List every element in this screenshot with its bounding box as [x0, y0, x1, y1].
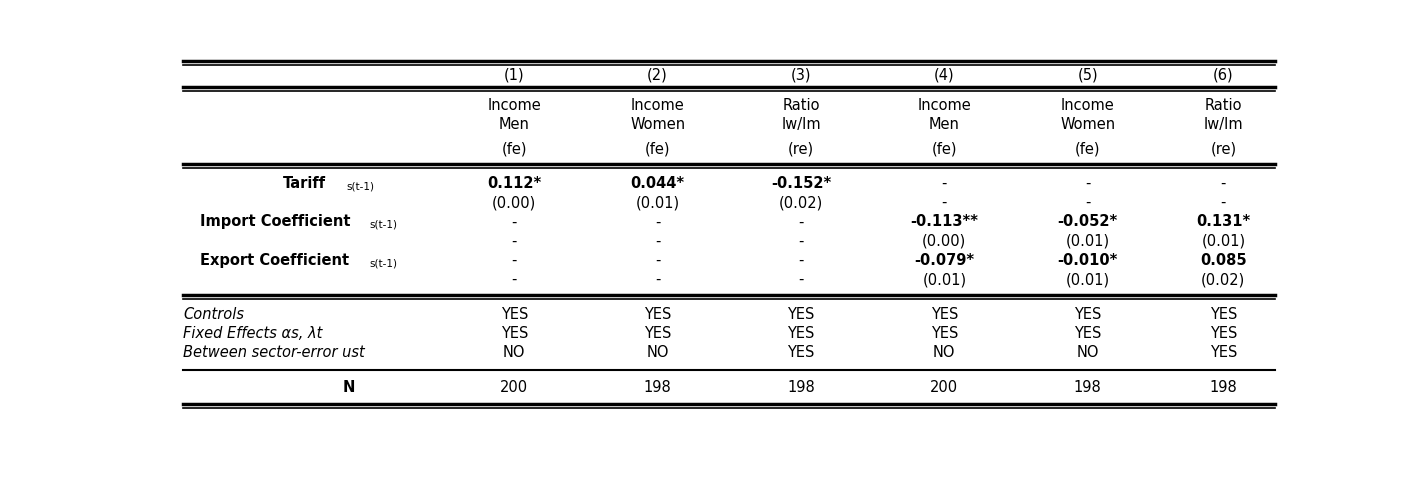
- Text: 0.112*: 0.112*: [487, 176, 541, 191]
- Text: -: -: [1221, 195, 1227, 210]
- Text: s(t-1): s(t-1): [370, 220, 398, 230]
- Text: Income: Income: [630, 98, 684, 113]
- Text: -: -: [798, 272, 804, 287]
- Text: -0.152*: -0.152*: [771, 176, 831, 191]
- Text: -: -: [798, 253, 804, 268]
- Text: (0.01): (0.01): [922, 272, 966, 287]
- Text: YES: YES: [787, 326, 814, 341]
- Text: Income: Income: [487, 98, 541, 113]
- Text: Income: Income: [918, 98, 972, 113]
- Text: (re): (re): [788, 142, 814, 156]
- Text: YES: YES: [931, 326, 958, 341]
- Text: Women: Women: [630, 117, 684, 132]
- Text: Ratio: Ratio: [783, 98, 820, 113]
- Text: -: -: [798, 234, 804, 249]
- Text: (2): (2): [647, 68, 667, 83]
- Text: (fe): (fe): [1074, 142, 1100, 156]
- Text: -: -: [942, 195, 948, 210]
- Text: (3): (3): [791, 68, 811, 83]
- Text: Controls: Controls: [184, 307, 245, 322]
- Text: -: -: [1084, 176, 1090, 191]
- Text: -: -: [1084, 195, 1090, 210]
- Text: Income: Income: [1060, 98, 1114, 113]
- Text: -: -: [511, 272, 517, 287]
- Text: Ratio: Ratio: [1205, 98, 1242, 113]
- Text: Tariff: Tariff: [283, 176, 326, 191]
- Text: Women: Women: [1060, 117, 1116, 132]
- Text: 198: 198: [643, 380, 672, 395]
- Text: -: -: [511, 214, 517, 229]
- Text: (1): (1): [504, 68, 525, 83]
- Text: 200: 200: [931, 380, 959, 395]
- Text: -0.052*: -0.052*: [1057, 214, 1118, 229]
- Text: YES: YES: [787, 345, 814, 360]
- Text: YES: YES: [1074, 307, 1101, 322]
- Text: 198: 198: [1074, 380, 1101, 395]
- Text: Iw/Im: Iw/Im: [781, 117, 821, 132]
- Text: (5): (5): [1077, 68, 1099, 83]
- Text: Between sector-error ust: Between sector-error ust: [184, 345, 366, 360]
- Text: -: -: [798, 214, 804, 229]
- Text: -: -: [655, 272, 660, 287]
- Text: YES: YES: [1074, 326, 1101, 341]
- Text: 0.085: 0.085: [1200, 253, 1247, 268]
- Text: 198: 198: [1210, 380, 1237, 395]
- Text: YES: YES: [787, 307, 814, 322]
- Text: NO: NO: [933, 345, 956, 360]
- Text: YES: YES: [931, 307, 958, 322]
- Text: (4): (4): [933, 68, 955, 83]
- Text: Iw/Im: Iw/Im: [1204, 117, 1244, 132]
- Text: s(t-1): s(t-1): [370, 258, 398, 269]
- Text: (0.00): (0.00): [922, 234, 966, 249]
- Text: (fe): (fe): [645, 142, 670, 156]
- Text: Export Coefficient: Export Coefficient: [201, 253, 350, 268]
- Text: (0.01): (0.01): [1066, 234, 1110, 249]
- Text: -: -: [655, 253, 660, 268]
- Text: -: -: [1221, 176, 1227, 191]
- Text: (0.01): (0.01): [636, 195, 680, 210]
- Text: 0.131*: 0.131*: [1197, 214, 1251, 229]
- Text: -: -: [942, 176, 948, 191]
- Text: -0.079*: -0.079*: [914, 253, 975, 268]
- Text: -: -: [511, 234, 517, 249]
- Text: (0.02): (0.02): [1201, 272, 1245, 287]
- Text: (0.02): (0.02): [778, 195, 822, 210]
- Text: -0.113**: -0.113**: [911, 214, 979, 229]
- Text: (fe): (fe): [932, 142, 958, 156]
- Text: YES: YES: [1210, 345, 1237, 360]
- Text: -: -: [511, 253, 517, 268]
- Text: 200: 200: [499, 380, 528, 395]
- Text: NO: NO: [1076, 345, 1099, 360]
- Text: YES: YES: [645, 307, 672, 322]
- Text: 0.044*: 0.044*: [630, 176, 684, 191]
- Text: Fixed Effects αs, λt: Fixed Effects αs, λt: [184, 326, 323, 341]
- Text: YES: YES: [501, 326, 528, 341]
- Text: NO: NO: [502, 345, 525, 360]
- Text: -0.010*: -0.010*: [1057, 253, 1118, 268]
- Text: YES: YES: [1210, 307, 1237, 322]
- Text: YES: YES: [645, 326, 672, 341]
- Text: s(t-1): s(t-1): [347, 182, 374, 191]
- Text: Men: Men: [499, 117, 529, 132]
- Text: N: N: [343, 380, 354, 395]
- Text: (0.01): (0.01): [1201, 234, 1245, 249]
- Text: (0.00): (0.00): [492, 195, 536, 210]
- Text: YES: YES: [1210, 326, 1237, 341]
- Text: -: -: [655, 234, 660, 249]
- Text: (re): (re): [1211, 142, 1237, 156]
- Text: 198: 198: [787, 380, 815, 395]
- Text: YES: YES: [501, 307, 528, 322]
- Text: Men: Men: [929, 117, 959, 132]
- Text: -: -: [655, 214, 660, 229]
- Text: NO: NO: [646, 345, 669, 360]
- Text: Import Coefficient: Import Coefficient: [199, 214, 350, 229]
- Text: (6): (6): [1212, 68, 1234, 83]
- Text: (0.01): (0.01): [1066, 272, 1110, 287]
- Text: (fe): (fe): [501, 142, 527, 156]
